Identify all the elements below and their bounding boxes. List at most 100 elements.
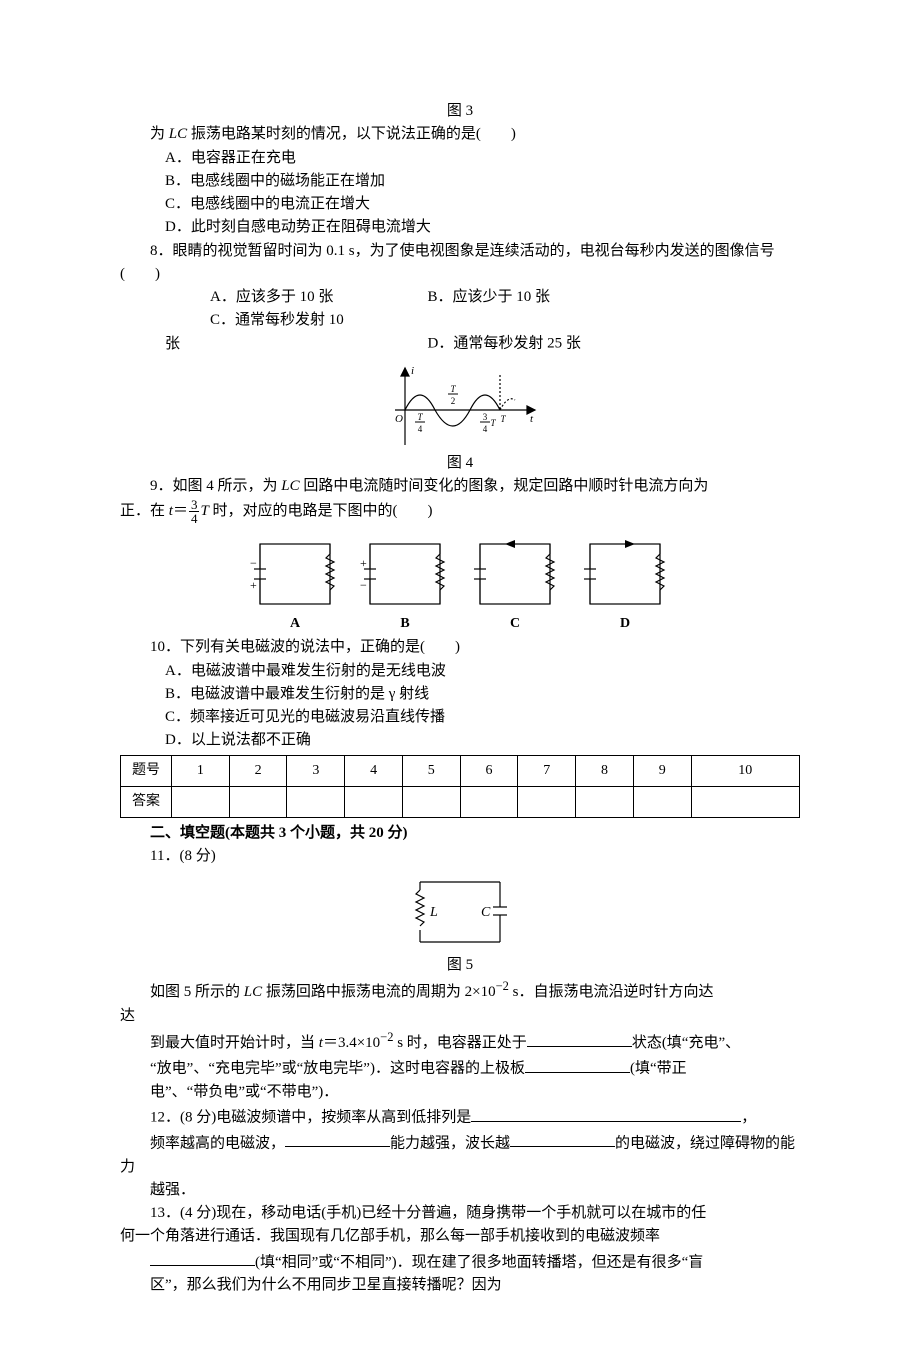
- answer-cell[interactable]: [172, 786, 230, 817]
- svg-text:+: +: [360, 556, 367, 570]
- q8-opt-d: D．通常每秒发射 25 张: [428, 336, 581, 352]
- answer-cell[interactable]: [460, 786, 518, 817]
- q12-l1a: 12．(8 分)电磁波频谱中，按频率从高到低排列是: [150, 1110, 471, 1126]
- num-cell: 1: [172, 755, 230, 786]
- q11-line1: 如图 5 所示的 LC 振荡回路中振荡电流的周期为 2×10−2 s．自振荡电流…: [120, 977, 800, 1004]
- q11-line15: 达: [120, 1005, 800, 1028]
- answer-cell[interactable]: [691, 786, 799, 817]
- q10-opt-d: D．以上说法都不正确: [120, 729, 800, 752]
- fig5-label: 图 5: [120, 954, 800, 977]
- q13-line4: 区”，那么我们为什么不用同步卫星直接转播呢？因为: [120, 1274, 800, 1297]
- num-cell: 4: [345, 755, 403, 786]
- q10-stem: 10．下列有关电磁波的说法中，正确的是( ): [120, 636, 800, 659]
- svg-text:2: 2: [451, 396, 456, 406]
- q12-blank3[interactable]: [510, 1130, 615, 1148]
- num-cell: 8: [576, 755, 634, 786]
- q8-row2: C．通常每秒发射 10 张 D．通常每秒发射 25 张: [120, 309, 800, 356]
- axis-i-label: i: [411, 365, 414, 377]
- q-top-opt-c: C．电感线圈中的电流正在增大: [120, 193, 800, 216]
- q11-blank2[interactable]: [525, 1055, 630, 1073]
- q12-blank2[interactable]: [285, 1130, 390, 1148]
- answer-cell[interactable]: [345, 786, 403, 817]
- num-cell: 10: [691, 755, 799, 786]
- q13-blank1[interactable]: [150, 1249, 255, 1267]
- q9-stem-b: 正．在 t＝34T 时，对应的电路是下图中的( ): [120, 498, 800, 525]
- q13-line2: 何一个角落进行通话．我国现有几亿部手机，那么每一部手机接收到的电磁波频率: [120, 1225, 800, 1248]
- svg-text:T: T: [490, 418, 496, 428]
- q11-line2: 到最大值时开始计时，当 t＝3.4×10−2 s 时，电容器正处于 状态(填“充电…: [120, 1028, 800, 1055]
- q11-l1b: s．自振荡电流沿逆时针方向达: [509, 984, 714, 1000]
- num-cell: 7: [518, 755, 576, 786]
- answer-cell[interactable]: [518, 786, 576, 817]
- lc-svg: L C: [395, 872, 525, 952]
- q11-l2c: 状态(填“充电”、: [632, 1035, 740, 1051]
- waveform-svg: i t O T 4 T 2 3 4 T T: [375, 360, 545, 450]
- q11-l3a: “放电”、“充电完毕”或“放电完毕”)．这时电容器的上极板: [150, 1061, 525, 1077]
- row1-label: 题号: [121, 755, 172, 786]
- num-cell: 5: [402, 755, 460, 786]
- opt-a-label: A: [290, 616, 301, 631]
- q11-line4: 电”、“带负电”或“不带电”)．: [120, 1081, 800, 1104]
- q11-head: 11．(8 分): [120, 845, 800, 868]
- c-label: C: [481, 905, 491, 920]
- svg-text:+: +: [250, 578, 257, 592]
- q8-opt-b: B．应该少于 10 张: [428, 289, 551, 305]
- row2-label: 答案: [121, 786, 172, 817]
- q-top-stem-text: 为 LC 振荡电路某时刻的情况，以下说法正确的是( ): [150, 126, 516, 142]
- q8-row1: A．应该多于 10 张 B．应该少于 10 张: [120, 286, 800, 309]
- q11-exp2: −2: [380, 1030, 393, 1044]
- q12-l2a: 频率越高的电磁波，: [150, 1135, 285, 1151]
- q11-exp1: −2: [496, 979, 509, 993]
- q8-stem: 8．眼睛的视觉暂留时间为 0.1 s，为了使电视图象是连续活动的，电视台每秒内发…: [120, 240, 800, 287]
- q12-line1: 12．(8 分)电磁波频谱中，按频率从高到低排列是 ，: [120, 1104, 800, 1130]
- q12-blank1[interactable]: [471, 1104, 741, 1122]
- answer-cell[interactable]: [402, 786, 460, 817]
- svg-text:T: T: [500, 414, 506, 424]
- answer-cell[interactable]: [229, 786, 287, 817]
- num-cell: 2: [229, 755, 287, 786]
- fig4-label: 图 4: [120, 452, 800, 475]
- q13-line3: (填“相同”或“不相同”)．现在建了很多地面转播塔，但还是有很多“盲: [120, 1249, 800, 1275]
- answer-table: 题号 1 2 3 4 5 6 7 8 9 10 答案: [120, 755, 800, 818]
- q13-l3a: (填“相同”或“不相同”)．现在建了很多地面转播塔，但还是有很多“盲: [255, 1254, 703, 1270]
- q12-line3: 越强．: [120, 1179, 800, 1202]
- svg-text:3: 3: [483, 412, 488, 422]
- q9-stem-a: 9．如图 4 所示，为 LC 回路中电流随时间变化的图象，规定回路中顺时针电流方…: [120, 475, 800, 498]
- num-cell: 9: [633, 755, 691, 786]
- q-top-opt-d: D．此时刻自感电动势正在阻碍电流增大: [120, 216, 800, 239]
- svg-text:−: −: [360, 578, 367, 592]
- q12-l1b: ，: [741, 1110, 756, 1126]
- q9-stem-a-text: 9．如图 4 所示，为 LC 回路中电流随时间变化的图象，规定回路中顺时针电流方…: [150, 478, 708, 494]
- q11-line3: “放电”、“充电完毕”或“放电完毕”)．这时电容器的上极板 (填“带正: [120, 1055, 800, 1081]
- q10-opt-a: A．电磁波谱中最难发生衍射的是无线电波: [120, 660, 800, 683]
- origin-o: O: [395, 413, 403, 425]
- answer-cell[interactable]: [287, 786, 345, 817]
- q11-l2b: s 时，电容器正处于: [393, 1035, 526, 1051]
- l-label: L: [429, 905, 438, 920]
- q13-line1: 13．(4 分)现在，移动电话(手机)已经十分普遍，随身携带一个手机就可以在城市…: [120, 1202, 800, 1225]
- q8-opt-c: C．通常每秒发射 10 张: [165, 309, 345, 356]
- q9-circuits: − + + −: [120, 529, 800, 634]
- q10-opt-b: B．电磁波谱中最难发生衍射的是 γ 射线: [120, 683, 800, 706]
- q9-b-suf: 时，对应的电路是下图中的( ): [209, 503, 433, 519]
- num-cell: 6: [460, 755, 518, 786]
- svg-text:4: 4: [418, 424, 423, 434]
- q12-line2: 频率越高的电磁波，能力越强，波长越的电磁波，绕过障碍物的能力: [120, 1130, 800, 1179]
- fig5: L C 图 5: [120, 872, 800, 977]
- answer-cell[interactable]: [633, 786, 691, 817]
- fig3-label: 图 3: [120, 100, 800, 123]
- q-top-opt-b: B．电感线圈中的磁场能正在增加: [120, 170, 800, 193]
- q11-l3b: (填“带正: [630, 1061, 687, 1077]
- num-cell: 3: [287, 755, 345, 786]
- q-top-opt-a: A．电容器正在充电: [120, 147, 800, 170]
- svg-text:T: T: [450, 384, 456, 394]
- q11-l2a: 到最大值时开始计时，当 t＝3.4×10: [150, 1035, 380, 1051]
- svg-text:−: −: [250, 556, 257, 570]
- svg-text:4: 4: [483, 424, 488, 434]
- answer-cell[interactable]: [576, 786, 634, 817]
- table-row: 答案: [121, 786, 800, 817]
- circuits-svg: − + + −: [240, 529, 680, 634]
- sec2-title: 二、填空题(本题共 3 个小题，共 20 分): [120, 822, 800, 845]
- opt-d-label: D: [620, 616, 630, 631]
- q11-blank1[interactable]: [527, 1029, 632, 1047]
